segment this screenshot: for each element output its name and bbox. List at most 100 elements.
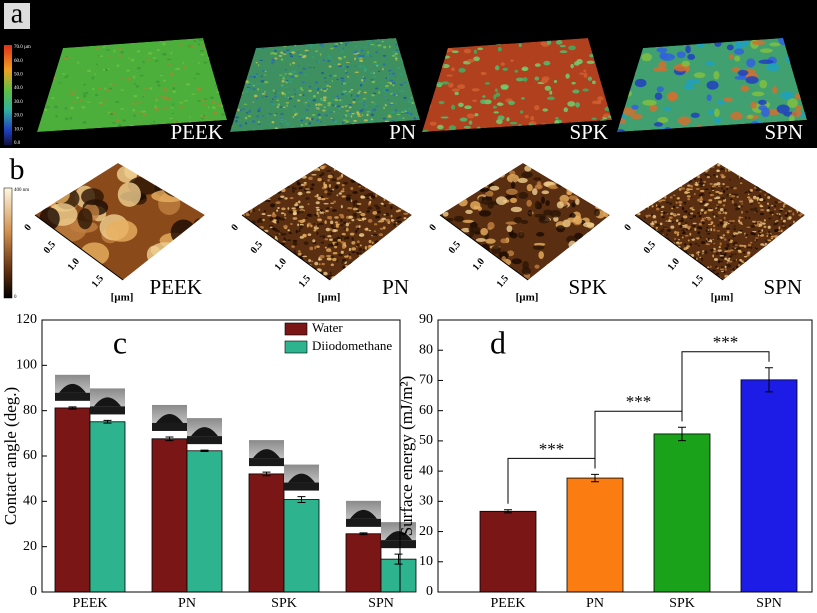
surface-texture (687, 239, 690, 242)
surface-texture (524, 114, 529, 119)
surface-texture (298, 258, 301, 262)
surface-texture (785, 175, 789, 179)
surface-texture (505, 188, 518, 196)
surface-texture (734, 253, 737, 256)
surface-texture (477, 47, 484, 51)
y-tick-label: 90 (419, 312, 433, 327)
surface-texture (35, 234, 48, 245)
surface-texture (737, 175, 739, 179)
surface-texture (349, 262, 353, 265)
surface-texture (405, 111, 410, 114)
surface-texture (779, 195, 783, 198)
surface-texture (393, 259, 398, 262)
surface-texture (713, 215, 716, 218)
surface-texture (264, 70, 267, 73)
surface-texture (204, 118, 208, 121)
surface-texture (83, 83, 86, 87)
surface-texture (372, 75, 377, 78)
surface-texture (248, 210, 251, 214)
surface-texture (370, 256, 374, 260)
surface-texture (794, 262, 799, 266)
surface-texture (301, 255, 308, 258)
surface-texture (249, 75, 254, 78)
surface-texture (405, 262, 410, 267)
surface-texture (645, 187, 650, 191)
surface-texture (407, 100, 412, 104)
surface-texture (755, 185, 760, 189)
surface-texture (682, 270, 687, 274)
surface-texture (256, 186, 262, 190)
surface-texture (740, 223, 744, 225)
surface-texture (783, 174, 787, 177)
surface-texture (350, 179, 356, 183)
surface-texture (726, 258, 729, 260)
surface-texture (334, 98, 339, 102)
surface-texture (660, 164, 663, 167)
surface-texture (315, 201, 320, 205)
surface-texture (643, 174, 647, 177)
surface-texture (675, 201, 678, 204)
surface-texture (323, 87, 327, 91)
surface-texture (797, 232, 800, 236)
scale-label: 10.0 (14, 127, 23, 132)
surface-texture (710, 265, 712, 269)
surface-texture (773, 257, 777, 261)
surface-texture (396, 246, 400, 249)
surface-texture (359, 189, 365, 192)
surface-texture (244, 171, 250, 175)
surface-texture (582, 88, 589, 92)
surface-texture (397, 231, 402, 234)
surface-texture (787, 263, 792, 266)
surface-texture (302, 67, 306, 70)
surface-texture (344, 166, 348, 170)
surface-texture (635, 238, 638, 241)
surface-texture (669, 202, 672, 205)
surface-texture (666, 251, 670, 256)
surface-texture (337, 65, 342, 68)
surface-texture (367, 279, 372, 280)
surface-texture (273, 188, 276, 193)
surface-texture (352, 207, 359, 211)
surface-texture (390, 110, 395, 114)
surface-texture (796, 169, 802, 172)
surface-texture (781, 223, 785, 225)
surface-texture (775, 221, 779, 224)
surface-texture (280, 164, 283, 168)
surface-texture (332, 257, 337, 262)
surface-texture (647, 235, 650, 238)
surface-texture (542, 108, 549, 112)
surface-texture (87, 69, 92, 72)
sample-label: SPK (569, 120, 608, 144)
surface-texture (256, 97, 258, 100)
surface-texture (368, 245, 373, 248)
surface-texture (648, 186, 653, 190)
surface-texture (648, 271, 652, 273)
surface-texture (284, 177, 288, 180)
surface-texture (403, 96, 407, 99)
surface-texture (81, 106, 86, 109)
surface-texture (95, 63, 98, 66)
surface-texture (357, 171, 361, 173)
surface-texture (271, 58, 275, 61)
surface-texture (332, 163, 336, 165)
surface-texture (756, 220, 761, 223)
surface-texture (271, 120, 275, 124)
surface-texture (762, 167, 766, 171)
surface-texture (368, 269, 372, 272)
surface-texture (138, 110, 141, 114)
surface-texture (274, 92, 277, 95)
surface-texture (584, 179, 591, 186)
surface-texture (710, 240, 713, 243)
surface-texture (304, 266, 310, 270)
surface-texture (792, 231, 795, 233)
surface-texture (799, 189, 802, 193)
surface-texture (402, 199, 408, 204)
surface-texture (637, 176, 640, 180)
surface-texture (357, 92, 360, 95)
surface-texture (162, 42, 166, 46)
surface-texture (651, 273, 655, 276)
surface-texture (280, 106, 283, 109)
surface-texture (253, 199, 256, 204)
legend-label: Water (312, 320, 343, 335)
surface-texture (746, 226, 751, 229)
